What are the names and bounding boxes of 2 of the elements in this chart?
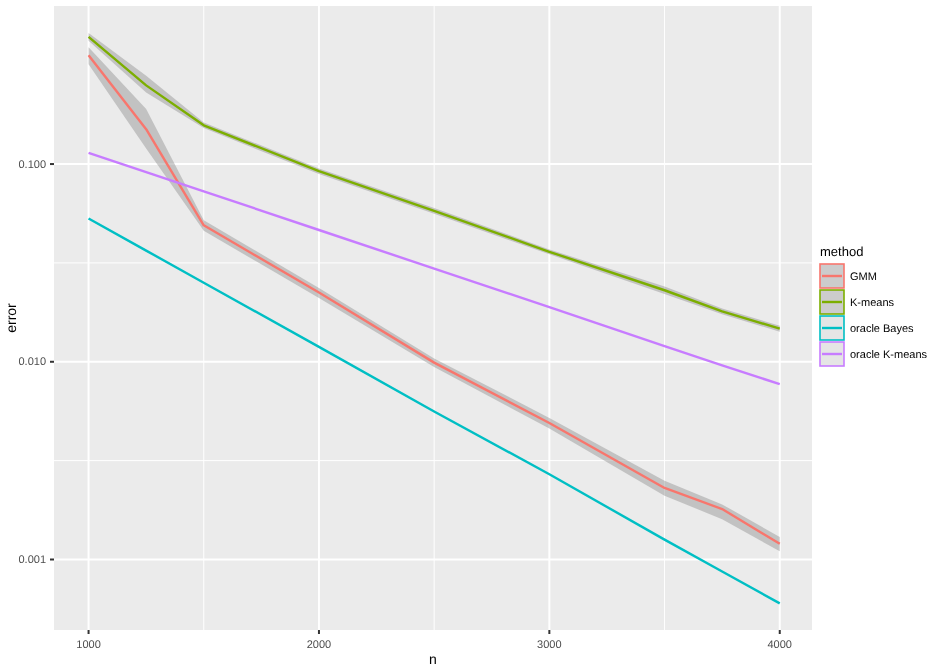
line-series xyxy=(87,217,781,605)
line-series xyxy=(87,151,781,386)
